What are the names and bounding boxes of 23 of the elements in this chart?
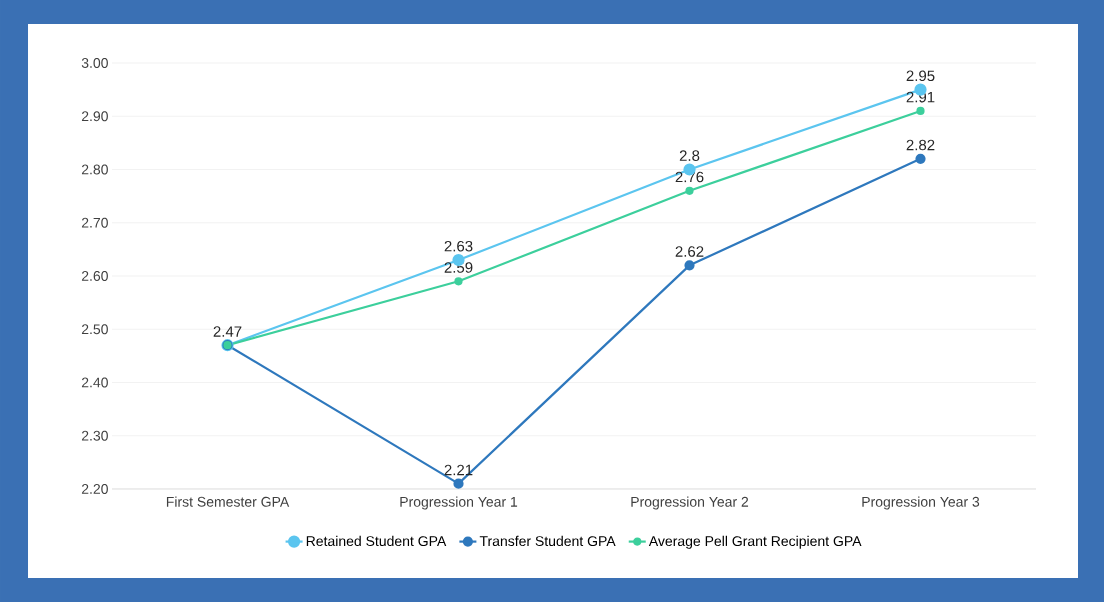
legend-label: Retained Student GPA <box>306 535 447 547</box>
x-tick-label: Progression Year 2 <box>631 496 749 510</box>
x-tick-label: Progression Year 3 <box>862 496 980 510</box>
data-label: 2.21 <box>444 464 473 476</box>
legend-label: Transfer Student GPA <box>479 535 616 547</box>
y-tick-label: 2.40 <box>81 377 108 388</box>
y-tick-label: 2.60 <box>81 271 108 281</box>
y-tick-label: 3.00 <box>81 58 108 68</box>
data-label: 2.62 <box>675 246 704 257</box>
x-tick-label: Progression Year 1 <box>400 496 518 510</box>
legend-label: Average Pell Grant Recipient GPA <box>648 535 862 549</box>
y-tick-label: 2.80 <box>81 164 108 175</box>
y-tick-label: 2.90 <box>81 111 108 122</box>
data-label: 2.82 <box>906 139 935 151</box>
y-tick-label: 2.20 <box>81 484 108 494</box>
y-tick-label: 2.50 <box>81 324 108 335</box>
data-label: 2.8 <box>679 150 700 161</box>
y-tick-label: 2.30 <box>81 430 108 441</box>
data-label: 2.95 <box>906 70 935 82</box>
y-tick-label: 2.70 <box>81 217 108 228</box>
data-label: 2.63 <box>444 240 473 252</box>
x-tick-label: First Semester GPA <box>166 496 290 507</box>
data-label: 2.47 <box>213 326 242 337</box>
